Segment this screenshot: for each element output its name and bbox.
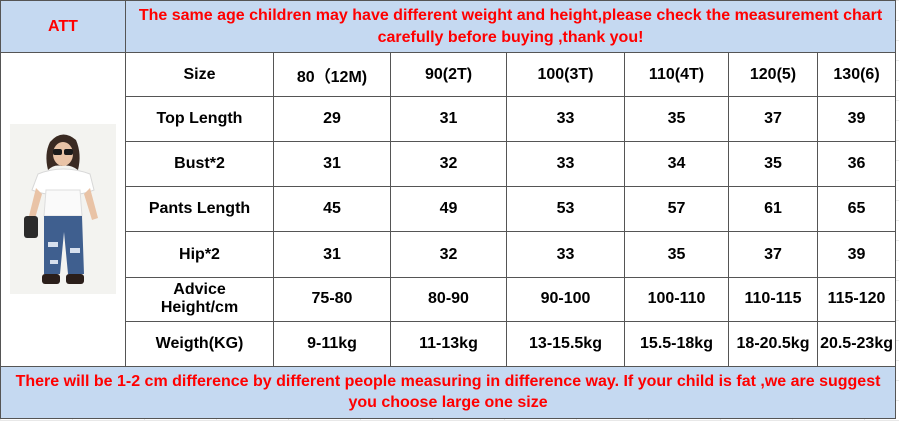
row-label-advice-line2: Height/cm: [160, 299, 239, 317]
row-label-hip: Hip*2: [125, 231, 274, 278]
table-cell: 31: [273, 141, 391, 188]
product-photo-cell: [0, 52, 126, 367]
table-cell: 32: [390, 231, 507, 278]
table-row: Top Length 29 31 33 35 37 39: [1, 96, 897, 143]
row-label-advice-line1: Advice: [173, 281, 226, 299]
row-label-bust: Bust*2: [125, 141, 274, 188]
table-row: Weigth(KG) 9-11kg 11-13kg 13-15.5kg 15.5…: [1, 320, 897, 367]
size-header-120: 120(5): [728, 52, 818, 98]
table-row: Hip*2 31 32 33 35 37 39: [1, 231, 897, 278]
table-row: Pants Length 45 49 53 57 61 65: [1, 186, 897, 233]
table-cell: 35: [624, 96, 729, 143]
size-header-80: 80（12M): [273, 52, 391, 98]
table-cell: 31: [273, 231, 391, 278]
table-cell: 75-80: [273, 276, 391, 322]
size-header-label: Size: [125, 52, 274, 98]
table-cell: 110-115: [728, 276, 818, 322]
table-cell: 49: [390, 186, 507, 233]
table-cell: 39: [816, 96, 897, 143]
product-photo: [10, 124, 116, 295]
table-cell: 80-90: [390, 276, 507, 322]
table-cell: 33: [506, 231, 625, 278]
table-cell: 29: [273, 96, 391, 143]
table-cell: 53: [506, 186, 625, 233]
table-cell: 57: [624, 186, 729, 233]
table-cell: 61: [728, 186, 818, 233]
header-note: The same age children may have different…: [124, 0, 897, 54]
table-cell: 15.5-18kg: [624, 320, 729, 367]
table-cell: 36: [816, 141, 897, 188]
table-cell: 13-15.5kg: [506, 320, 625, 367]
table-cell: 33: [506, 96, 625, 143]
table-cell: 37: [728, 231, 818, 278]
row-label-pants-length: Pants Length: [125, 186, 274, 233]
table-cell: 34: [624, 141, 729, 188]
table-cell: 32: [390, 141, 507, 188]
row-label-advice-height: Advice Height/cm: [125, 276, 274, 322]
brand-label: ATT: [0, 0, 126, 54]
table-cell: 45: [273, 186, 391, 233]
table-cell: 100-110: [624, 276, 729, 322]
size-header-100: 100(3T): [506, 52, 625, 98]
table-cell: 35: [728, 141, 818, 188]
size-header-130: 130(6): [816, 52, 897, 98]
table-cell: 18-20.5kg: [728, 320, 818, 367]
table-cell: 35: [624, 231, 729, 278]
table-cell: 90-100: [506, 276, 625, 322]
size-header-110: 110(4T): [624, 52, 729, 98]
table-cell: 65: [816, 186, 897, 233]
table-cell: 33: [506, 141, 625, 188]
table-row: Bust*2 31 32 33 34 35 36: [1, 141, 897, 188]
row-label-weight: Weigth(KG): [125, 320, 274, 367]
table-cell: 20.5-23kg: [816, 320, 897, 367]
row-label-top-length: Top Length: [125, 96, 274, 143]
table-cell: 115-120: [816, 276, 897, 322]
table-cell: 9-11kg: [273, 320, 391, 367]
size-header-90: 90(2T): [390, 52, 507, 98]
footer-note: There will be 1-2 cm difference by diffe…: [0, 365, 897, 420]
table-cell: 37: [728, 96, 818, 143]
table-cell: 39: [816, 231, 897, 278]
table-cell: 31: [390, 96, 507, 143]
table-cell: 11-13kg: [390, 320, 507, 367]
girl-outfit-icon: [10, 124, 116, 295]
table-row: Advice Height/cm 75-80 80-90 90-100 100-…: [1, 276, 897, 322]
